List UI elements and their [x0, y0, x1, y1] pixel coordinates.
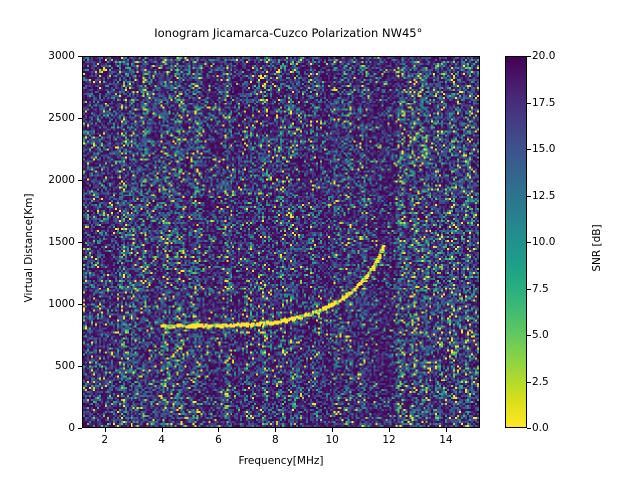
y-tick-mark [78, 366, 82, 367]
x-tick-label: 8 [271, 434, 279, 446]
y-tick-mark [78, 242, 82, 243]
x-axis-label: Frequency[MHz] [238, 455, 324, 467]
ionogram-echo-trace [83, 57, 479, 427]
y-tick-mark [78, 428, 82, 429]
x-tick-mark [104, 428, 106, 432]
y-tick-label: 1500 [48, 236, 75, 248]
snr-colorbar [505, 56, 527, 428]
y-tick-mark [78, 180, 82, 181]
colorbar-tick-label: 20.0 [532, 50, 556, 62]
x-tick-label: 6 [215, 434, 222, 446]
x-tick-label: 10 [325, 434, 339, 446]
ionogram-plot-area [82, 56, 480, 428]
x-tick-mark [218, 428, 220, 432]
colorbar-tick-label: 10.0 [532, 236, 556, 248]
y-tick-mark [78, 118, 82, 119]
colorbar-tick-label: 12.5 [532, 189, 556, 202]
colorbar-tick-label: 15.0 [532, 143, 556, 155]
y-tick-label: 3000 [48, 50, 75, 62]
y-tick-mark [78, 304, 82, 305]
x-tick-mark [332, 428, 334, 432]
y-tick-label: 0 [68, 422, 75, 434]
colorbar-tick-mark [527, 56, 531, 57]
y-tick-label: 1000 [48, 298, 75, 310]
x-tick-mark [275, 428, 277, 432]
chart-title-line1: Ionogram Jicamarca-Cuzco Polarization NW… [154, 25, 423, 40]
colorbar-tick-mark [527, 335, 531, 336]
colorbar-tick-mark [527, 288, 531, 290]
x-tick-mark [445, 428, 447, 432]
colorbar-tick-label: 17.5 [532, 96, 556, 109]
colorbar-tick-label: 5.0 [532, 329, 549, 341]
x-tick-mark [161, 428, 163, 432]
colorbar-tick-mark [527, 195, 531, 197]
colorbar-tick-mark [527, 149, 531, 150]
colorbar-tick-mark [527, 428, 531, 429]
x-tick-label: 14 [439, 434, 453, 446]
colorbar-tick-label: 0.0 [532, 422, 549, 434]
colorbar-label: SNR [dB] [591, 224, 603, 272]
x-tick-label: 12 [382, 434, 396, 446]
y-tick-label: 2000 [48, 174, 75, 186]
colorbar-gradient [506, 57, 526, 427]
y-axis-label: Virtual Distance[Km] [23, 193, 35, 303]
x-tick-label: 4 [158, 434, 165, 446]
colorbar-tick-label: 2.5 [532, 375, 549, 388]
colorbar-tick-label: 7.5 [532, 282, 549, 295]
x-tick-label: 2 [101, 434, 109, 446]
x-tick-mark [389, 428, 391, 432]
colorbar-tick-mark [527, 381, 531, 383]
y-tick-mark [78, 56, 82, 57]
y-tick-label: 2500 [48, 112, 75, 124]
colorbar-tick-mark [527, 242, 531, 243]
colorbar-tick-mark [527, 102, 531, 104]
y-tick-label: 500 [54, 360, 75, 372]
